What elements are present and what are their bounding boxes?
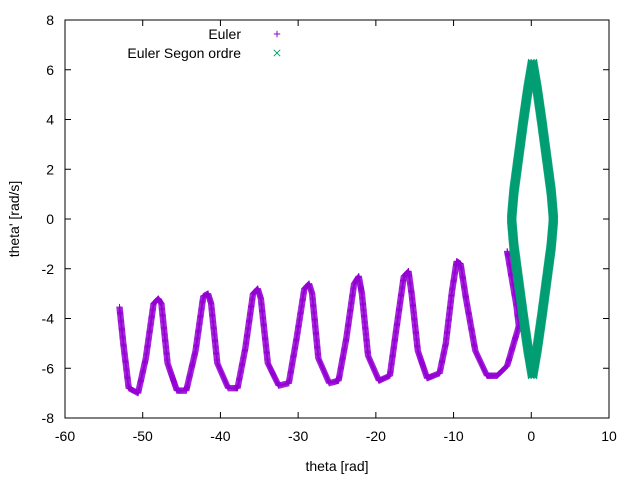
y-tick-label: -2	[42, 261, 55, 277]
series-0	[116, 248, 523, 397]
y-tick-label: 0	[46, 211, 54, 227]
x-tick-label: -60	[55, 428, 75, 444]
y-tick-label: 8	[46, 12, 54, 28]
y-tick-label: -6	[42, 360, 55, 376]
x-tick-label: -40	[210, 428, 230, 444]
x-tick-label: -30	[288, 428, 308, 444]
y-tick-label: -8	[42, 410, 55, 426]
x-tick-label: 0	[527, 428, 535, 444]
x-tick-label: -10	[443, 428, 463, 444]
x-tick-label: -20	[366, 428, 386, 444]
x-tick-label: -50	[133, 428, 153, 444]
x-tick-label: 10	[601, 428, 617, 444]
y-tick-label: 4	[46, 112, 54, 128]
y-tick-label: 2	[46, 161, 54, 177]
y-tick-label: -4	[42, 311, 55, 327]
series-1	[506, 58, 559, 380]
y-tick-label: 6	[46, 62, 54, 78]
